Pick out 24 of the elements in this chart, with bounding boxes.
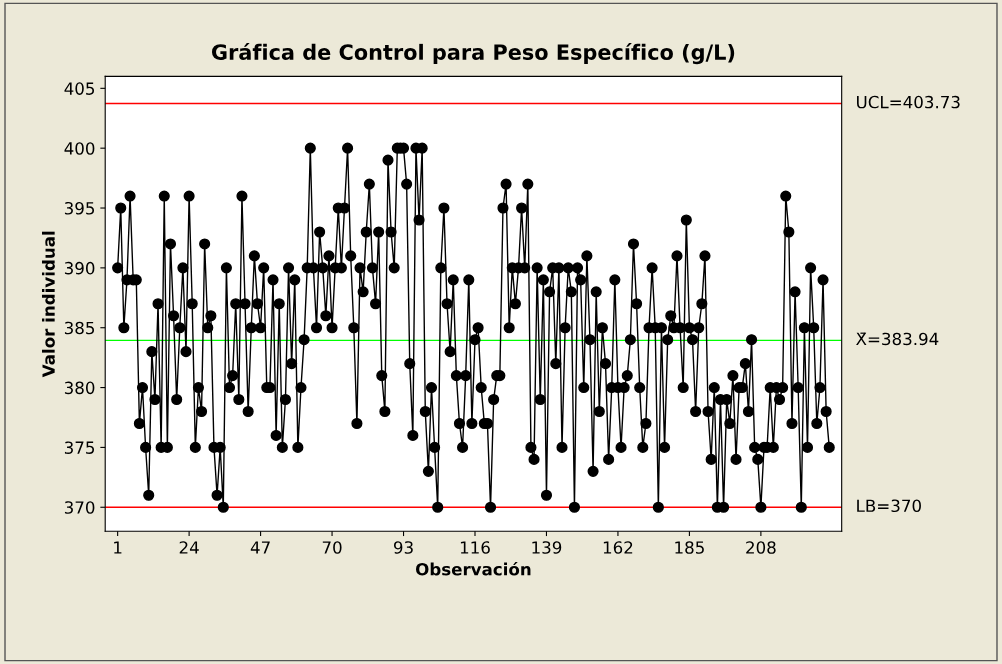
- y-axis-title: Valor individual: [41, 231, 55, 378]
- x-tick-label: 208: [746, 541, 776, 554]
- y-tick-label: 370: [64, 501, 95, 514]
- x-tick-label: 1: [114, 541, 122, 554]
- x-tick-label: 139: [532, 541, 562, 554]
- y-tick-label: 400: [64, 142, 95, 155]
- x-tick-label: 185: [675, 541, 704, 554]
- y-tick-label: 395: [64, 201, 95, 215]
- x-axis-title: Observación: [415, 561, 531, 576]
- ref-line-label: X̄=383.94: [856, 332, 939, 346]
- x-tick-label: 47: [250, 541, 270, 554]
- y-tick-label: 375: [64, 441, 95, 454]
- x-tick-label: 162: [603, 541, 633, 554]
- x-tick-label: 24: [179, 541, 199, 554]
- y-tick-label: 390: [64, 261, 95, 275]
- y-tick-label: 385: [64, 321, 95, 335]
- ref-line-label: LB=370: [857, 499, 921, 513]
- x-tick-label: 93: [393, 541, 413, 554]
- y-tick-label: 405: [64, 82, 95, 95]
- ref-line-label: UCL=403.73: [857, 95, 960, 109]
- x-tick-label: 70: [322, 541, 342, 554]
- y-tick-label: 380: [64, 381, 95, 395]
- chart-title: Gráfica de Control para Peso Específico (g/L): [211, 43, 735, 65]
- x-tick-label: 116: [460, 541, 490, 554]
